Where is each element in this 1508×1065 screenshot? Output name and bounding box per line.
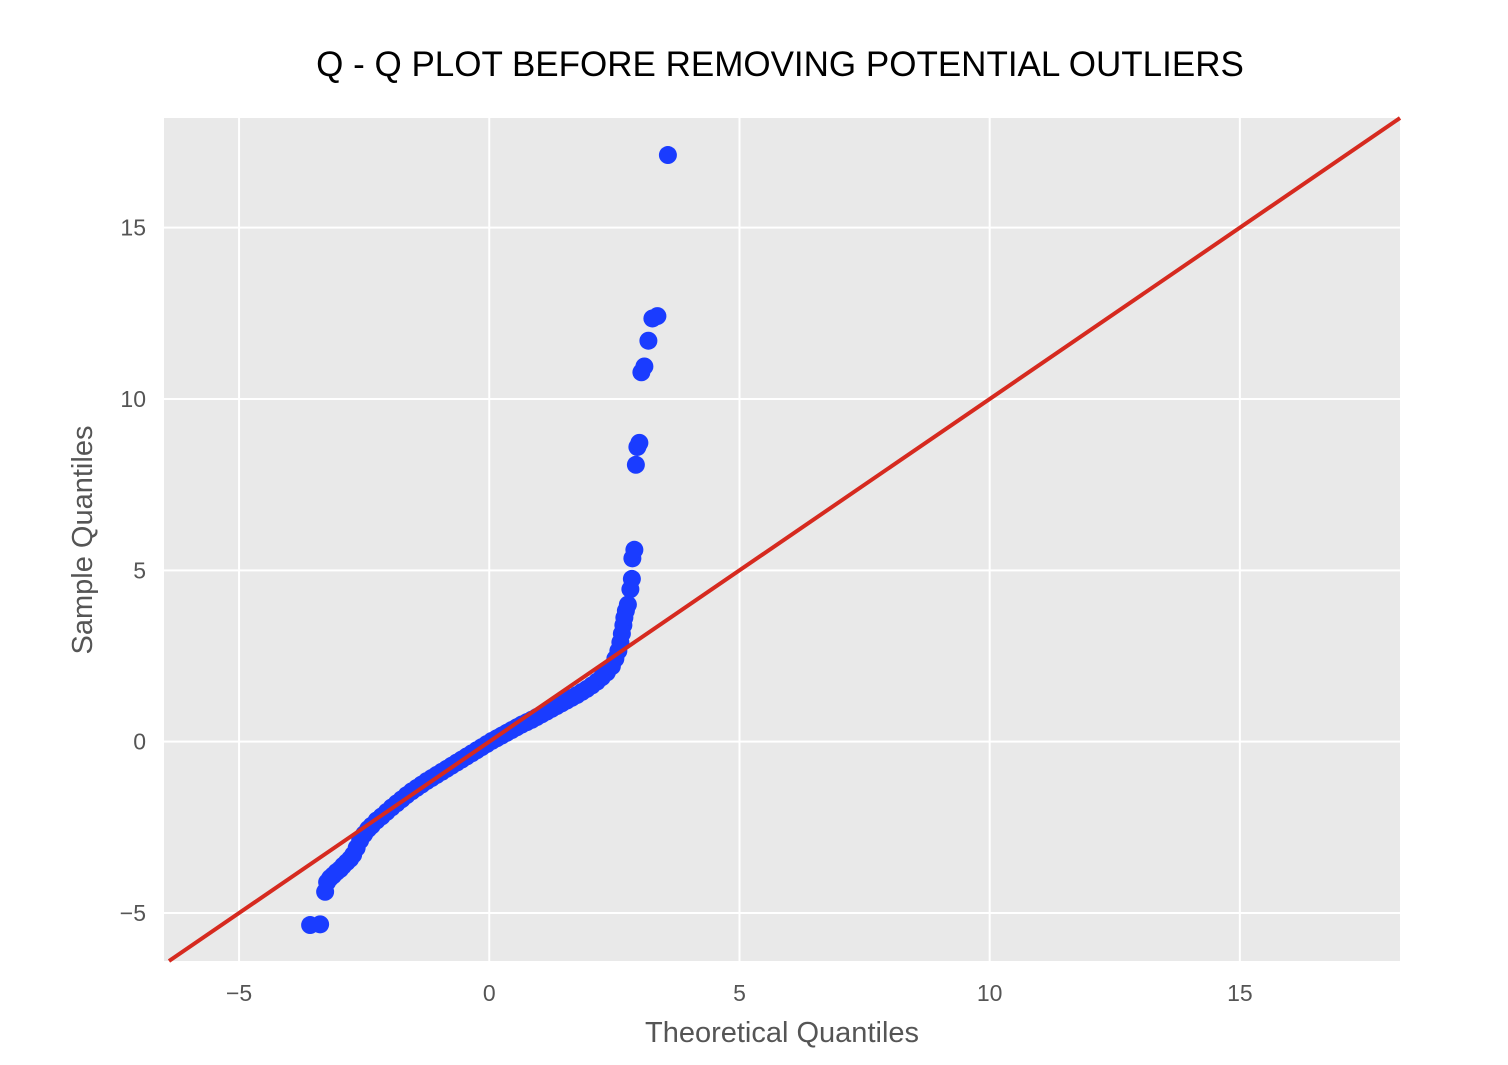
y-tick-label: 0 (133, 729, 146, 755)
y-axis-ticks: −5 0 5 10 15 (120, 215, 146, 926)
x-tick-label: 5 (733, 980, 746, 1006)
x-axis-label: Theoretical Quantiles (645, 1017, 919, 1049)
data-point (618, 595, 637, 614)
y-axis-label: Sample Quantiles (67, 426, 99, 655)
y-tick-label: 5 (133, 557, 146, 583)
chart-title: Q - Q PLOT BEFORE REMOVING POTENTIAL OUT… (316, 45, 1244, 84)
x-tick-label: 15 (1227, 980, 1253, 1006)
data-point (625, 540, 644, 559)
data-point (626, 455, 645, 474)
x-tick-label: 0 (483, 980, 496, 1006)
data-point (658, 146, 677, 165)
y-tick-label: 10 (120, 386, 146, 412)
data-point (639, 331, 658, 350)
x-axis-ticks: −5 0 5 10 15 (226, 980, 1253, 1006)
data-point (311, 915, 330, 934)
reference-line (167, 116, 1402, 963)
y-tick-label: −5 (120, 900, 146, 926)
x-tick-label: −5 (226, 980, 252, 1006)
data-point (635, 357, 654, 376)
data-point (630, 433, 649, 452)
x-tick-label: 10 (977, 980, 1003, 1006)
data-point (648, 307, 667, 326)
y-tick-label: 15 (120, 215, 146, 241)
grid-lines (164, 118, 1400, 961)
data-point (622, 569, 641, 588)
